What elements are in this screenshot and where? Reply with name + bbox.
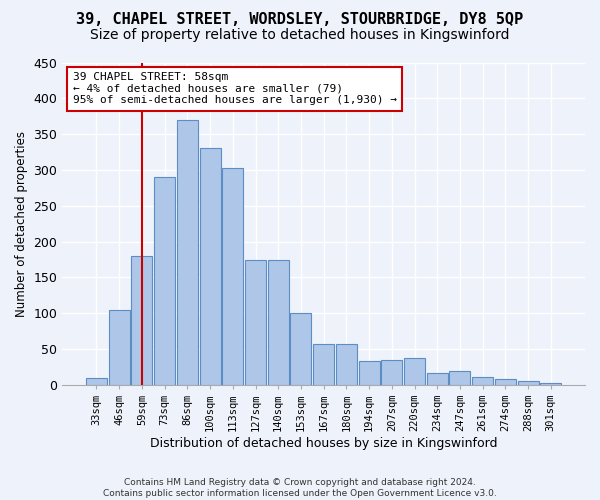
Bar <box>200 148 221 385</box>
Bar <box>313 344 334 385</box>
Text: 39 CHAPEL STREET: 58sqm
← 4% of detached houses are smaller (79)
95% of semi-det: 39 CHAPEL STREET: 58sqm ← 4% of detached… <box>73 72 397 106</box>
Bar <box>382 360 402 385</box>
Bar <box>109 310 130 385</box>
Text: 39, CHAPEL STREET, WORDSLEY, STOURBRIDGE, DY8 5QP: 39, CHAPEL STREET, WORDSLEY, STOURBRIDGE… <box>76 12 524 28</box>
Bar <box>223 168 243 385</box>
Bar <box>290 314 311 385</box>
Bar <box>177 120 198 385</box>
Bar <box>336 344 357 385</box>
Bar <box>495 379 516 385</box>
Bar <box>268 260 289 385</box>
Text: Size of property relative to detached houses in Kingswinford: Size of property relative to detached ho… <box>90 28 510 42</box>
Bar <box>86 378 107 385</box>
Bar <box>518 382 539 385</box>
Bar <box>472 377 493 385</box>
Bar <box>427 374 448 385</box>
Bar <box>245 260 266 385</box>
X-axis label: Distribution of detached houses by size in Kingswinford: Distribution of detached houses by size … <box>150 437 497 450</box>
Bar <box>359 362 380 385</box>
Bar <box>449 372 470 385</box>
Bar <box>404 358 425 385</box>
Bar <box>154 177 175 385</box>
Y-axis label: Number of detached properties: Number of detached properties <box>15 130 28 316</box>
Text: Contains HM Land Registry data © Crown copyright and database right 2024.
Contai: Contains HM Land Registry data © Crown c… <box>103 478 497 498</box>
Bar <box>541 383 561 385</box>
Bar <box>131 256 152 385</box>
